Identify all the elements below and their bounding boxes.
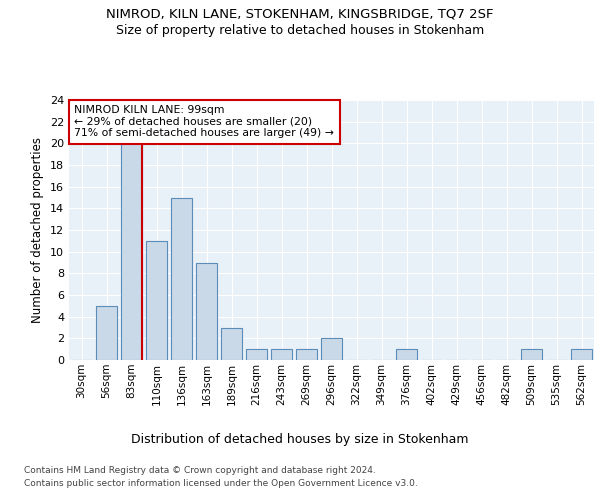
Y-axis label: Number of detached properties: Number of detached properties [31, 137, 44, 323]
Text: NIMROD KILN LANE: 99sqm
← 29% of detached houses are smaller (20)
71% of semi-de: NIMROD KILN LANE: 99sqm ← 29% of detache… [74, 105, 334, 138]
Bar [296, 349, 317, 360]
Bar [321, 338, 342, 360]
Text: NIMROD, KILN LANE, STOKENHAM, KINGSBRIDGE, TQ7 2SF: NIMROD, KILN LANE, STOKENHAM, KINGSBRIDG… [106, 8, 494, 20]
Text: Contains HM Land Registry data © Crown copyright and database right 2024.: Contains HM Land Registry data © Crown c… [24, 466, 376, 475]
Bar [146, 241, 167, 360]
Text: Size of property relative to detached houses in Stokenham: Size of property relative to detached ho… [116, 24, 484, 37]
Bar [396, 349, 417, 360]
Bar [271, 349, 292, 360]
Bar [96, 306, 117, 360]
Bar [246, 349, 267, 360]
Bar [571, 349, 592, 360]
Text: Distribution of detached houses by size in Stokenham: Distribution of detached houses by size … [131, 432, 469, 446]
Bar [171, 198, 192, 360]
Text: Contains public sector information licensed under the Open Government Licence v3: Contains public sector information licen… [24, 479, 418, 488]
Bar [196, 262, 217, 360]
Bar [521, 349, 542, 360]
Bar [121, 144, 142, 360]
Bar [221, 328, 242, 360]
